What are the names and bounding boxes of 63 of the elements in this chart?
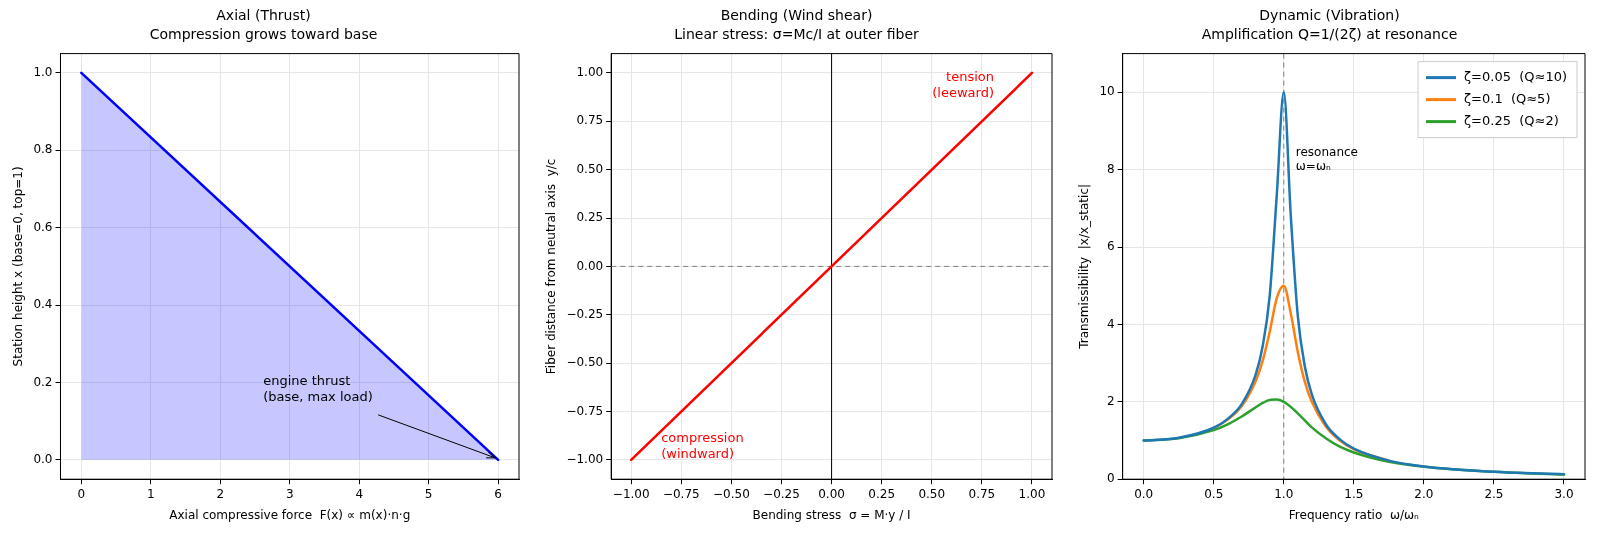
y-tick-label: 0.6 xyxy=(33,219,53,234)
y-tick-label: 2 xyxy=(1107,393,1115,408)
x-tick-label: 0.00 xyxy=(818,486,845,501)
x-tick-label: 1 xyxy=(146,486,155,501)
x-tick-label: −0.50 xyxy=(713,486,750,501)
x-tick-label: 2.0 xyxy=(1414,486,1434,501)
chart-subtitle: Compression grows toward base xyxy=(149,25,378,42)
y-tick-label: −1.00 xyxy=(566,451,604,466)
x-tick-label: 0 xyxy=(77,486,86,501)
y-tick-label: 0.4 xyxy=(33,297,53,312)
x-tick-label: 1.5 xyxy=(1344,486,1364,501)
legend-label: ζ=0.05 (Q≈10) xyxy=(1464,68,1567,84)
y-tick-label: 0.8 xyxy=(33,142,53,157)
legend-label: ζ=0.25 (Q≈2) xyxy=(1464,112,1559,128)
x-tick-label: 3.0 xyxy=(1554,486,1574,501)
x-tick-label: 6 xyxy=(494,486,502,501)
x-tick-label: 1.00 xyxy=(1018,486,1046,501)
y-tick-label: 0.25 xyxy=(576,210,604,225)
y-tick-label: 0.75 xyxy=(576,113,604,128)
x-tick-label: 5 xyxy=(424,486,433,501)
y-tick-label: 0.50 xyxy=(576,161,604,176)
annotation: engine thrust (base, max load) xyxy=(263,372,373,404)
y-axis-title: Fiber distance from neutral axis y/c xyxy=(544,158,559,375)
x-tick-label: 2.5 xyxy=(1484,486,1504,501)
x-tick-label: −0.25 xyxy=(763,486,800,501)
x-tick-label: 2 xyxy=(216,486,225,501)
x-tick-label: 1.0 xyxy=(1274,486,1294,501)
y-tick-label: 1.0 xyxy=(33,65,53,80)
y-tick-label: −0.25 xyxy=(566,306,604,321)
y-axis-title: Transmissibility |x/x_static| xyxy=(1077,183,1092,350)
y-tick-label: 4 xyxy=(1107,316,1115,331)
y-axis-title: Station height x (base=0, top=1) xyxy=(11,166,26,367)
x-axis-title: Axial compressive force F(x) ∝ m(x)·n·g xyxy=(169,507,411,522)
chart-title: Dynamic (Vibration) xyxy=(1259,7,1400,24)
annotation: compression (windward) xyxy=(661,429,744,461)
chart-subtitle: Amplification Q=1/(2ζ) at resonance xyxy=(1201,25,1458,42)
x-axis-title: Bending stress σ = M·y / I xyxy=(752,507,911,522)
x-tick-label: −1.00 xyxy=(612,486,650,501)
chart-subtitle: Linear stress: σ=Mc/I at outer fiber xyxy=(674,25,920,42)
chart-title: Bending (Wind shear) xyxy=(720,7,873,24)
annotation: tension (leeward) xyxy=(932,68,994,100)
y-tick-label: 6 xyxy=(1107,239,1115,254)
y-tick-label: 0.00 xyxy=(576,258,604,273)
x-axis-title: Frequency ratio ω/ωₙ xyxy=(1288,507,1420,522)
x-tick-label: 4 xyxy=(355,486,364,501)
y-tick-label: −0.75 xyxy=(566,403,604,418)
ref-line-label: resonance ω=ωₙ xyxy=(1295,145,1358,174)
x-tick-label: 0.0 xyxy=(1134,486,1154,501)
y-tick-label: 10 xyxy=(1099,84,1115,99)
chart-title: Axial (Thrust) xyxy=(216,7,311,24)
y-tick-label: 1.00 xyxy=(576,65,604,80)
x-tick-label: 0.5 xyxy=(1204,486,1224,501)
x-tick-label: 0.50 xyxy=(918,486,946,501)
x-tick-label: 3 xyxy=(285,486,294,501)
x-tick-label: 0.75 xyxy=(968,486,996,501)
x-tick-label: −0.75 xyxy=(662,486,700,501)
y-tick-label: 0.2 xyxy=(33,374,53,389)
y-tick-label: 0.0 xyxy=(33,451,53,466)
x-tick-label: 0.25 xyxy=(868,486,896,501)
y-tick-label: 8 xyxy=(1107,161,1115,176)
legend-label: ζ=0.1 (Q≈5) xyxy=(1464,90,1551,106)
y-tick-label: −0.50 xyxy=(566,355,604,370)
y-tick-label: 0 xyxy=(1107,471,1115,486)
